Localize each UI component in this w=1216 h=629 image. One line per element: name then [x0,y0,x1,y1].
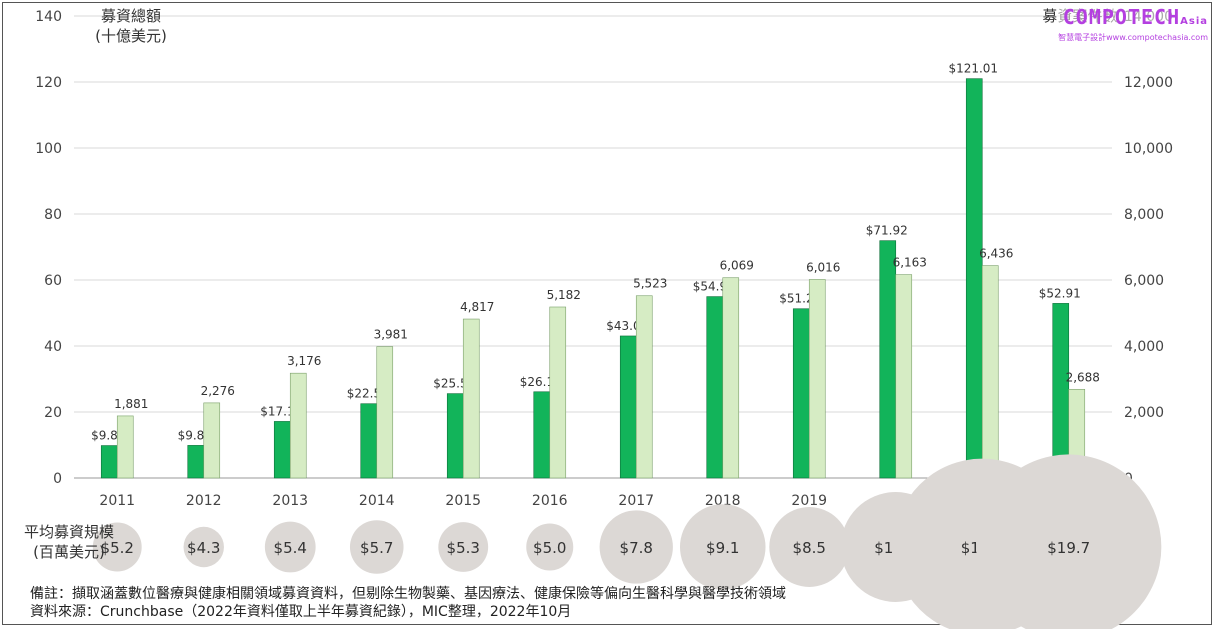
funding-total-bar [273,421,291,479]
avg-size-bubble [526,523,574,571]
deal-count-bar [376,346,394,479]
avg-size-label: $19.7 [1047,539,1090,557]
avg-size-label: $4.3 [187,539,220,557]
compotech-logo: COMPOTECHAsia 智慧電子設計www.compotechasia.co… [1056,6,1210,43]
funding-total-bar [187,445,205,479]
logo-name: COMPOTECHAsia [1062,5,1208,29]
avg-size-bubble [92,522,142,572]
right-tick-label: 4,000 [1124,339,1164,355]
category-label: 2018 [705,493,741,509]
avg-size-bubble [976,454,1162,629]
left-tick-label: 0 [53,471,62,487]
deal-count-bar [635,295,653,479]
deal-count-bar [549,306,567,479]
avg-size-bubble [438,522,489,572]
left-tick-label: 40 [44,339,62,355]
right-tick-label: 12,000 [1124,75,1173,91]
avg-size-label: $5.7 [360,539,393,557]
category-label: 2013 [272,493,308,509]
avg-size-label: $5.4 [274,539,307,557]
avg-size-label: $5.3 [447,539,480,557]
deal-count-label: 6,163 [893,256,927,270]
deal-count-label: 3,176 [287,354,321,368]
funding-total-bar [792,308,810,479]
category-label: 2016 [532,493,568,509]
funding-total-bar [533,391,551,479]
deal-count-label: 1,881 [114,397,148,411]
deal-count-bar [289,372,307,479]
funding-total-label: $9.88 [178,428,212,442]
avg-size-label: $5.2 [101,539,134,557]
category-label: 2012 [186,493,222,509]
category-label: 2017 [618,493,654,509]
category-label: 2019 [791,493,827,509]
deal-count-label: 2,688 [1066,370,1100,384]
category-label: 2014 [359,493,395,509]
remark-note: 備註：擷取涵蓋數位醫療與健康相關領域募資資料，但剔除生物製藥、基因療法、健康保險… [30,586,786,602]
avg-size-bubble [349,520,404,574]
funding-total-label: $52.91 [1039,286,1081,300]
left-tick-label: 140 [35,9,62,25]
avg-size-bubble [183,526,224,568]
funding-total-bar [619,335,637,479]
deal-count-bar [203,402,221,479]
deal-count-label: 5,523 [633,277,667,291]
deal-count-label: 4,817 [460,300,494,314]
funding-total-label: $121.01 [948,62,998,76]
deal-count-bar [895,274,913,479]
deal-count-bar [981,265,999,479]
deal-count-label: 3,981 [374,328,408,342]
left-tick-label: 20 [44,405,62,421]
funding-total-label: $71.92 [866,224,908,238]
right-tick-label: 8,000 [1124,207,1164,223]
left-axis-title: 募資總額 (十億美元) [95,7,167,45]
source-note: 資料來源：Crunchbase（2022年資料僅取上半年募資紀錄），MIC整理，… [30,604,572,620]
deal-count-label: 5,182 [547,288,581,302]
avg-size-bubble [679,504,766,590]
avg-size-bubble [769,507,850,587]
right-tick-label: 10,000 [1124,141,1173,157]
left-tick-label: 120 [35,75,62,91]
right-tick-label: 6,000 [1124,273,1164,289]
funding-total-bar [879,240,897,479]
avg-size-label: $8.5 [793,539,826,557]
left-tick-label: 100 [35,141,62,157]
avg-size-label: $5.0 [533,539,566,557]
deal-count-label: 6,436 [979,247,1013,261]
funding-total-bar [706,296,724,479]
avg-size-bubble [599,510,673,584]
funding-total-label: $9.83 [91,429,125,443]
left-tick-label: 60 [44,273,62,289]
avg-size-title: 平均募資規模 (百萬美元) [23,523,114,561]
deal-count-label: 6,016 [806,260,840,274]
left-tick-label: 80 [44,207,62,223]
logo-tagline: 智慧電子設計www.compotechasia.com [1058,33,1208,42]
deal-count-bar [462,318,480,479]
deal-count-bar [722,277,740,479]
category-label: 2015 [445,493,481,509]
avg-size-label: $7.8 [620,539,653,557]
category-label: 2011 [99,493,135,509]
deal-count-label: 6,069 [720,259,754,273]
avg-size-bubble [264,521,316,573]
deal-count-bar [116,415,134,479]
right-tick-label: 2,000 [1124,405,1164,421]
funding-total-bar [100,445,118,479]
funding-total-bar [1052,303,1070,479]
avg-size-label: $9.1 [706,539,739,557]
deal-count-label: 2,276 [201,384,235,398]
funding-total-bar [446,393,464,479]
deal-count-bar [808,279,826,479]
funding-total-bar [360,403,378,479]
funding-total-bar [965,78,983,479]
